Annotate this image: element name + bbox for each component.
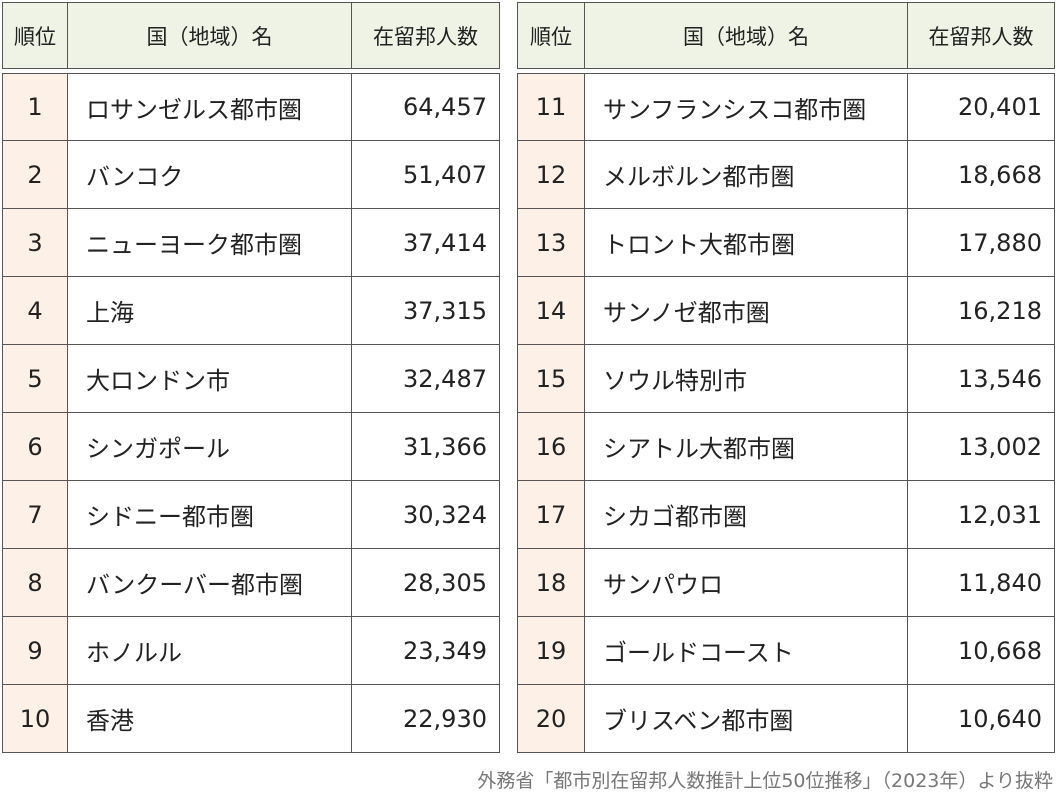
rank: 15 bbox=[517, 344, 585, 413]
city-name: シンガポール bbox=[67, 412, 352, 481]
city-name: ゴールドコースト bbox=[584, 616, 908, 685]
caption: 外務省「都市別在留邦人数推計上位50位推移」（2023年）より抜粋 bbox=[477, 770, 1053, 792]
city-name: ソウル特別市 bbox=[584, 344, 908, 413]
rank: 17 bbox=[517, 480, 585, 549]
count: 37,414 bbox=[351, 208, 500, 277]
rank: 2 bbox=[2, 140, 68, 209]
rank: 8 bbox=[2, 548, 68, 617]
header-cell: 国（地域）名 bbox=[67, 2, 352, 69]
count: 22,930 bbox=[351, 684, 500, 753]
rank: 11 bbox=[517, 73, 585, 141]
header-cell: 在留邦人数 bbox=[351, 2, 500, 69]
count: 11,840 bbox=[907, 548, 1055, 617]
city-name: ブリスベン都市圏 bbox=[584, 684, 908, 753]
count: 31,366 bbox=[351, 412, 500, 481]
city-name: バンクーバー都市圏 bbox=[67, 548, 352, 617]
rank: 14 bbox=[517, 276, 585, 345]
city-name: サンフランシスコ都市圏 bbox=[584, 73, 908, 141]
count: 30,324 bbox=[351, 480, 500, 549]
count: 20,401 bbox=[907, 73, 1055, 141]
rank: 7 bbox=[2, 480, 68, 549]
rank: 9 bbox=[2, 616, 68, 685]
city-name: 上海 bbox=[67, 276, 352, 345]
rank: 1 bbox=[2, 73, 68, 141]
header-cell: 順位 bbox=[2, 2, 68, 69]
rank: 19 bbox=[517, 616, 585, 685]
city-name: ニューヨーク都市圏 bbox=[67, 208, 352, 277]
count: 10,640 bbox=[907, 684, 1055, 753]
count: 12,031 bbox=[907, 480, 1055, 549]
city-name: 大ロンドン市 bbox=[67, 344, 352, 413]
city-name: サンパウロ bbox=[584, 548, 908, 617]
rank: 16 bbox=[517, 412, 585, 481]
count: 18,668 bbox=[907, 140, 1055, 209]
count: 28,305 bbox=[351, 548, 500, 617]
city-name: サンノゼ都市圏 bbox=[584, 276, 908, 345]
city-name: バンコク bbox=[67, 140, 352, 209]
rank: 18 bbox=[517, 548, 585, 617]
city-name: メルボルン都市圏 bbox=[584, 140, 908, 209]
count: 16,218 bbox=[907, 276, 1055, 345]
count: 13,546 bbox=[907, 344, 1055, 413]
count: 64,457 bbox=[351, 73, 500, 141]
rank: 13 bbox=[517, 208, 585, 277]
header-cell: 国（地域）名 bbox=[584, 2, 908, 69]
rank: 12 bbox=[517, 140, 585, 209]
rank: 3 bbox=[2, 208, 68, 277]
count: 17,880 bbox=[907, 208, 1055, 277]
count: 32,487 bbox=[351, 344, 500, 413]
city-name: シドニー都市圏 bbox=[67, 480, 352, 549]
header-cell: 順位 bbox=[517, 2, 585, 69]
rank: 10 bbox=[2, 684, 68, 753]
rank: 20 bbox=[517, 684, 585, 753]
city-name: ロサンゼルス都市圏 bbox=[67, 73, 352, 141]
header-cell: 在留邦人数 bbox=[907, 2, 1055, 69]
city-name: 香港 bbox=[67, 684, 352, 753]
rank: 6 bbox=[2, 412, 68, 481]
city-name: シアトル大都市圏 bbox=[584, 412, 908, 481]
rank: 5 bbox=[2, 344, 68, 413]
city-name: ホノルル bbox=[67, 616, 352, 685]
city-name: シカゴ都市圏 bbox=[584, 480, 908, 549]
rank: 4 bbox=[2, 276, 68, 345]
count: 37,315 bbox=[351, 276, 500, 345]
count: 51,407 bbox=[351, 140, 500, 209]
count: 13,002 bbox=[907, 412, 1055, 481]
count: 10,668 bbox=[907, 616, 1055, 685]
city-name: トロント大都市圏 bbox=[584, 208, 908, 277]
count: 23,349 bbox=[351, 616, 500, 685]
